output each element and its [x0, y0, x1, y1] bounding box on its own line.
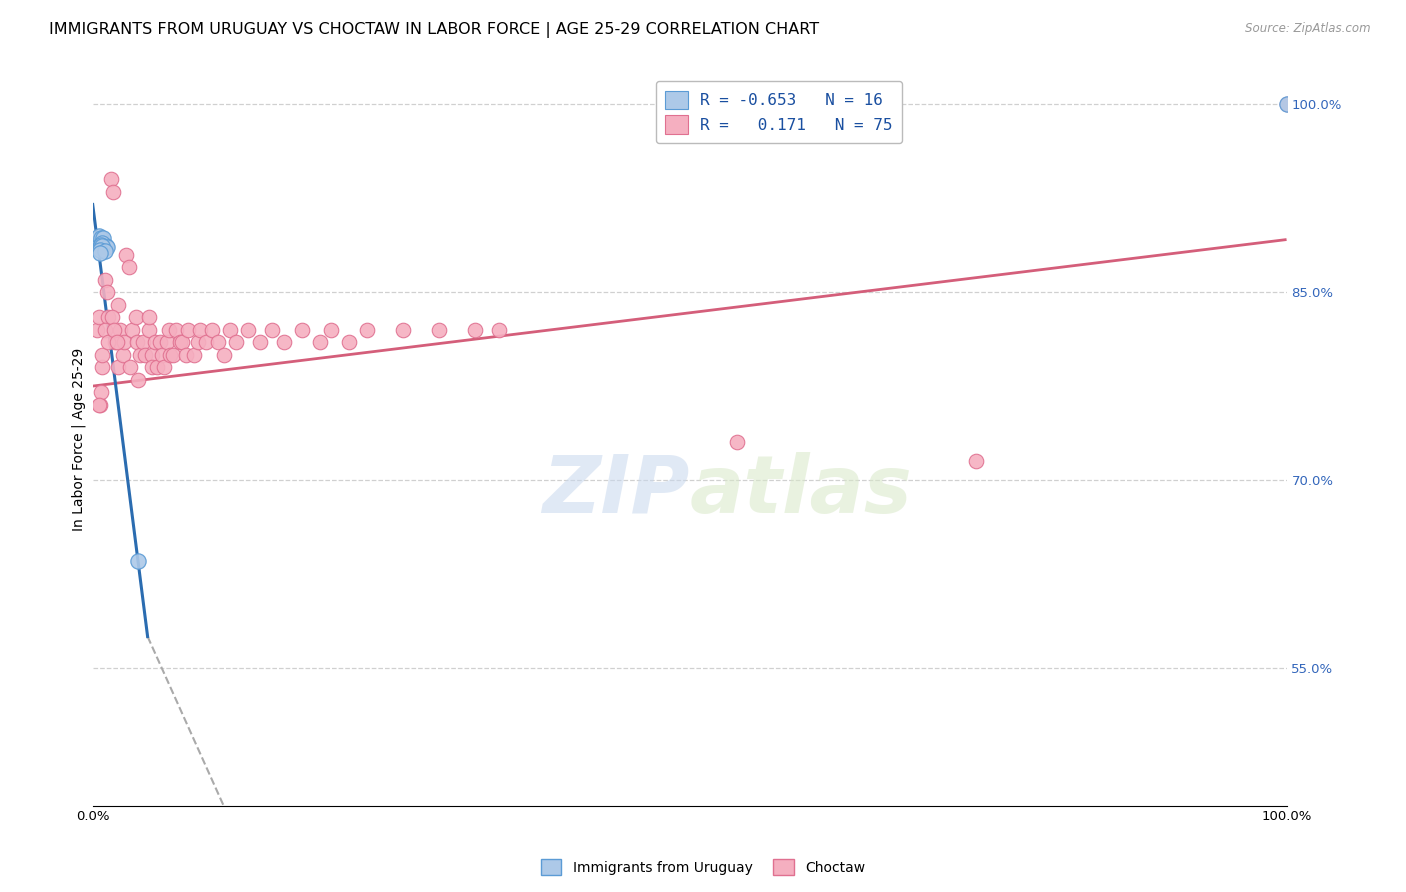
- Point: [87, 310, 110, 325]
- Point: [112, 335, 135, 350]
- Point: [1275, 97, 1298, 112]
- Point: [150, 348, 173, 362]
- Point: [177, 323, 200, 337]
- Point: [90, 237, 112, 252]
- Point: [93, 244, 115, 258]
- Point: [157, 323, 180, 337]
- Point: [183, 348, 205, 362]
- Point: [90, 231, 112, 245]
- Point: [105, 335, 128, 350]
- Point: [207, 335, 229, 350]
- Point: [129, 348, 152, 362]
- Point: [187, 335, 209, 350]
- Point: [107, 298, 129, 312]
- Point: [115, 247, 138, 261]
- Point: [321, 323, 343, 337]
- Point: [117, 260, 139, 274]
- Point: [101, 185, 124, 199]
- Point: [195, 335, 218, 350]
- Point: [124, 310, 146, 325]
- Point: [488, 323, 510, 337]
- Point: [1275, 97, 1298, 112]
- Point: [174, 348, 197, 362]
- Point: [225, 335, 247, 350]
- Point: [138, 310, 160, 325]
- Point: [337, 335, 360, 350]
- Point: [118, 360, 141, 375]
- Text: ZIP: ZIP: [543, 451, 689, 530]
- Point: [87, 228, 110, 243]
- Point: [153, 360, 176, 375]
- Point: [93, 237, 115, 252]
- Point: [87, 398, 110, 412]
- Point: [107, 360, 129, 375]
- Point: [464, 323, 486, 337]
- Point: [356, 323, 378, 337]
- Point: [308, 335, 330, 350]
- Point: [138, 323, 160, 337]
- Point: [97, 310, 120, 325]
- Y-axis label: In Labor Force | Age 25-29: In Labor Force | Age 25-29: [72, 348, 86, 531]
- Point: [291, 323, 314, 337]
- Point: [108, 323, 131, 337]
- Point: [94, 239, 117, 253]
- Point: [260, 323, 283, 337]
- Point: [93, 323, 115, 337]
- Point: [86, 323, 108, 337]
- Point: [725, 435, 748, 450]
- Point: [219, 323, 242, 337]
- Point: [143, 335, 166, 350]
- Point: [91, 348, 114, 362]
- Text: IMMIGRANTS FROM URUGUAY VS CHOCTAW IN LABOR FORCE | AGE 25-29 CORRELATION CHART: IMMIGRANTS FROM URUGUAY VS CHOCTAW IN LA…: [49, 22, 820, 38]
- Point: [125, 335, 148, 350]
- Point: [146, 360, 169, 375]
- Point: [965, 454, 987, 468]
- Point: [134, 348, 156, 362]
- Point: [156, 335, 179, 350]
- Point: [93, 231, 115, 245]
- Point: [201, 323, 224, 337]
- Point: [427, 323, 450, 337]
- Point: [89, 246, 111, 260]
- Point: [91, 239, 114, 253]
- Point: [96, 285, 118, 300]
- Point: [89, 240, 111, 254]
- Point: [188, 323, 211, 337]
- Point: [127, 554, 149, 568]
- Point: [93, 272, 115, 286]
- Point: [104, 335, 127, 350]
- Point: [169, 335, 191, 350]
- Point: [148, 335, 170, 350]
- Point: [212, 348, 235, 362]
- Point: [392, 323, 415, 337]
- Point: [101, 310, 124, 325]
- Point: [141, 348, 163, 362]
- Point: [141, 360, 163, 375]
- Point: [236, 323, 259, 337]
- Point: [89, 398, 111, 412]
- Point: [172, 335, 194, 350]
- Point: [165, 323, 187, 337]
- Text: atlas: atlas: [689, 451, 912, 530]
- Point: [89, 235, 111, 249]
- Point: [273, 335, 295, 350]
- Point: [159, 348, 181, 362]
- Point: [121, 323, 143, 337]
- Point: [249, 335, 271, 350]
- Legend: R = -0.653   N = 16, R =   0.171   N = 75: R = -0.653 N = 16, R = 0.171 N = 75: [655, 81, 903, 144]
- Point: [111, 348, 134, 362]
- Point: [90, 385, 112, 400]
- Point: [91, 360, 114, 375]
- Legend: Immigrants from Uruguay, Choctaw: Immigrants from Uruguay, Choctaw: [536, 854, 870, 880]
- Point: [97, 335, 120, 350]
- Point: [96, 240, 118, 254]
- Text: Source: ZipAtlas.com: Source: ZipAtlas.com: [1246, 22, 1371, 36]
- Point: [162, 348, 184, 362]
- Point: [132, 335, 155, 350]
- Point: [127, 373, 149, 387]
- Point: [100, 172, 122, 186]
- Point: [91, 236, 114, 251]
- Point: [103, 323, 125, 337]
- Point: [89, 243, 111, 257]
